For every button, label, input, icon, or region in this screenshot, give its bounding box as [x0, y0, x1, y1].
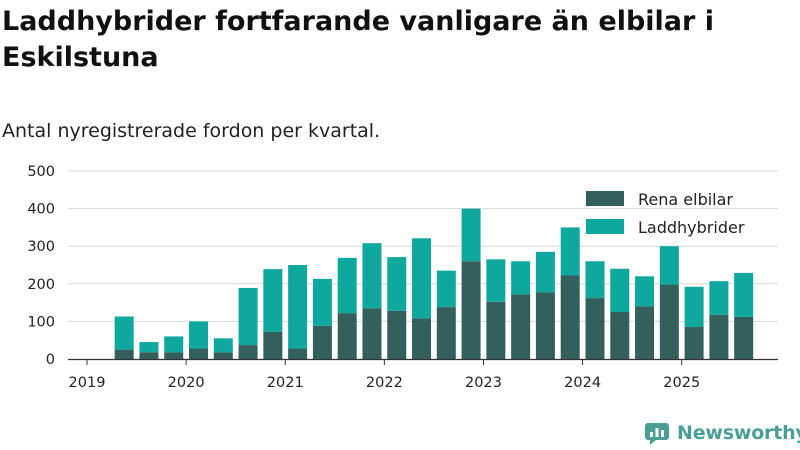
bar-laddhybrider — [312, 278, 332, 326]
legend-swatch-laddhybrider — [586, 219, 624, 234]
bar-rena-elbilar — [610, 312, 630, 359]
bar-laddhybrider — [337, 257, 357, 314]
bar-rena-elbilar — [585, 298, 605, 359]
y-axis-ticks: 0 100 200 300 400 500 — [27, 164, 55, 368]
bar-laddhybrider — [684, 286, 704, 328]
bar-laddhybrider — [709, 281, 729, 316]
x-tick-label: 2020 — [168, 375, 205, 391]
newsworthy-logo: Newsworthy — [644, 419, 800, 447]
bars — [114, 208, 754, 359]
bar-rena-elbilar — [684, 327, 704, 359]
newsworthy-logo-icon — [645, 423, 669, 445]
bar-rena-elbilar — [635, 306, 655, 359]
bar-rena-elbilar — [288, 348, 308, 359]
bar-rena-elbilar — [362, 308, 382, 359]
legend-label-rena-elbilar: Rena elbilar — [638, 190, 733, 209]
bar-rena-elbilar — [461, 261, 481, 359]
bar-laddhybrider — [213, 338, 233, 353]
y-tick-label: 100 — [27, 314, 55, 330]
bar-rena-elbilar — [337, 313, 357, 359]
bar-laddhybrider — [114, 316, 134, 350]
bar-rena-elbilar — [213, 352, 233, 359]
chart-subtitle: Antal nyregistrerade fordon per kvartal. — [2, 120, 381, 142]
bar-laddhybrider — [362, 243, 382, 309]
bar-rena-elbilar — [238, 345, 258, 359]
bar-laddhybrider — [412, 238, 432, 319]
bar-rena-elbilar — [189, 348, 209, 359]
x-tick-label: 2021 — [267, 375, 304, 391]
bar-laddhybrider — [189, 321, 209, 349]
x-tick-label: 2024 — [564, 375, 601, 391]
bar-rena-elbilar — [535, 292, 555, 359]
bar-laddhybrider — [164, 336, 184, 353]
y-tick-label: 300 — [27, 239, 55, 255]
bar-rena-elbilar — [486, 301, 506, 359]
x-tick-label: 2023 — [465, 375, 502, 391]
x-axis-ticks: 2019 2020 2021 2022 2023 2024 2025 — [69, 359, 700, 391]
bar-rena-elbilar — [387, 310, 407, 359]
bar-rena-elbilar — [263, 331, 283, 359]
chart-title: Laddhybrider fortfarande vanligare än el… — [2, 6, 714, 73]
stacked-bar-chart: 0 100 200 300 400 500 2019 2020 2021 2022 2023 202… — [27, 164, 778, 391]
x-tick-label: 2019 — [69, 375, 106, 391]
bar-rena-elbilar — [709, 315, 729, 359]
newsworthy-logo-text: Newsworthy — [677, 422, 800, 444]
y-tick-label: 0 — [46, 352, 55, 368]
bar-laddhybrider — [461, 208, 481, 262]
bar-rena-elbilar — [312, 325, 332, 359]
bar-laddhybrider — [486, 259, 506, 302]
bar-laddhybrider — [535, 251, 555, 293]
bar-laddhybrider — [436, 270, 456, 308]
bar-laddhybrider — [139, 342, 159, 353]
bar-rena-elbilar — [560, 275, 580, 359]
x-tick-label: 2025 — [663, 375, 700, 391]
legend: Rena elbilar Laddhybrider — [586, 190, 745, 237]
bar-laddhybrider — [659, 246, 679, 285]
bar-laddhybrider — [560, 227, 580, 276]
bar-rena-elbilar — [659, 284, 679, 359]
bar-laddhybrider — [238, 287, 258, 346]
x-tick-label: 2022 — [366, 375, 403, 391]
y-tick-label: 200 — [27, 277, 55, 293]
bar-rena-elbilar — [114, 349, 134, 359]
bar-laddhybrider — [635, 276, 655, 307]
bar-rena-elbilar — [734, 316, 754, 359]
bar-laddhybrider — [263, 269, 283, 332]
bar-rena-elbilar — [412, 318, 432, 359]
y-tick-label: 500 — [27, 164, 55, 180]
legend-swatch-rena-elbilar — [586, 191, 624, 206]
bar-rena-elbilar — [164, 352, 184, 359]
y-tick-label: 400 — [27, 202, 55, 218]
bar-laddhybrider — [288, 265, 308, 349]
bar-laddhybrider — [734, 272, 754, 317]
bar-rena-elbilar — [511, 294, 531, 359]
bar-laddhybrider — [387, 257, 407, 311]
bar-rena-elbilar — [436, 307, 456, 359]
bar-rena-elbilar — [139, 352, 159, 359]
bar-laddhybrider — [585, 261, 605, 299]
bar-laddhybrider — [511, 261, 531, 295]
legend-label-laddhybrider: Laddhybrider — [638, 218, 745, 237]
bar-laddhybrider — [610, 268, 630, 312]
